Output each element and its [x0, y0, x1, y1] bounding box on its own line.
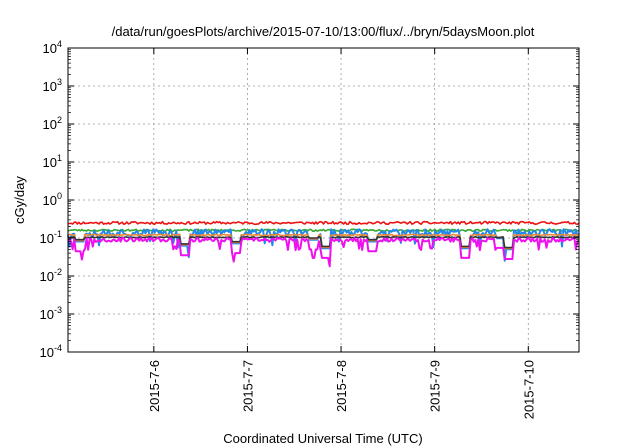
y-tick-label: 10-2: [40, 267, 62, 284]
y-tick-label: 102: [43, 115, 62, 132]
y-axis-label: cGy/day: [12, 176, 27, 224]
y-tick-label: 100: [43, 191, 62, 208]
y-tick-label: 10-1: [40, 229, 62, 246]
series-line: [67, 235, 580, 249]
chart-title: /data/run/goesPlots/archive/2015-07-10/1…: [112, 24, 535, 39]
x-axis-label: Coordinated Universal Time (UTC): [223, 431, 422, 446]
x-tick-label: 2015-7-9: [428, 360, 443, 412]
y-axis: 10-4 10-3 10-2 10-1 100 101 102 103 104: [40, 39, 579, 360]
series-line: [67, 220, 580, 226]
y-tick-label: 10-4: [40, 343, 62, 360]
x-tick-label: 2015-7-10: [521, 360, 536, 419]
series-line: [67, 228, 580, 262]
x-tick-label: 2015-7-6: [147, 360, 162, 412]
x-tick-label: 2015-7-7: [240, 360, 255, 412]
x-tick-label: 2015-7-8: [334, 360, 349, 412]
y-tick-label: 101: [43, 153, 62, 170]
x-axis: 2015-7-6 2015-7-7 2015-7-8 2015-7-9 2015-7-1…: [147, 48, 536, 419]
grid: [68, 48, 579, 352]
series-line: [67, 233, 580, 250]
y-tick-label: 103: [43, 77, 62, 94]
series-layer: [67, 220, 580, 268]
y-tick-label: 104: [43, 39, 62, 56]
y-tick-label: 10-3: [40, 305, 62, 322]
series-line: [67, 236, 580, 268]
